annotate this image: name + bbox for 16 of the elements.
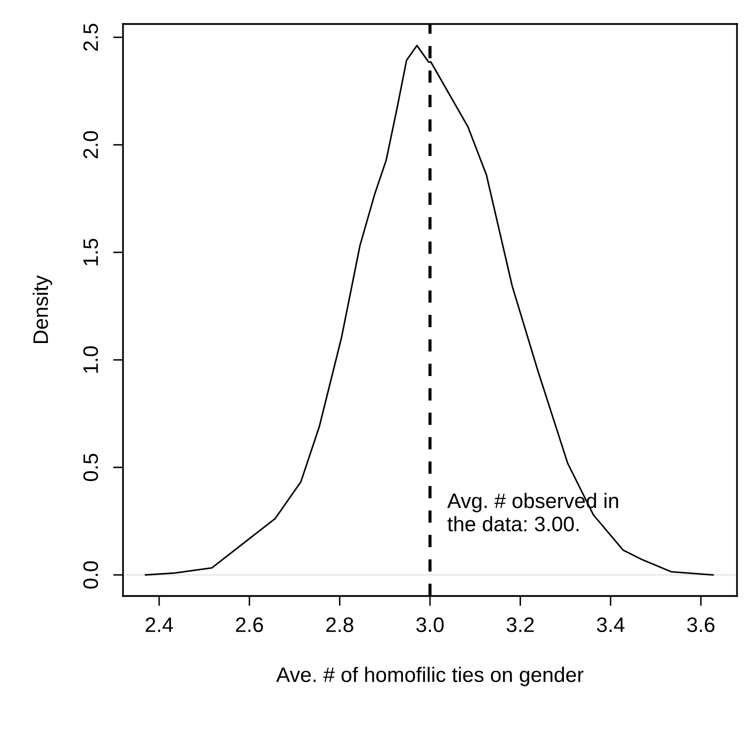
x-tick-label: 2.6 — [236, 617, 263, 632]
y-tick-label: 2.5 — [83, 24, 98, 51]
line-series — [144, 44, 714, 576]
x-tick-label: 3.0 — [416, 617, 444, 632]
x-tick-label: 3.6 — [687, 617, 714, 632]
y-tick-label: 1.5 — [84, 238, 98, 266]
x-tick-label: 2.4 — [146, 617, 173, 632]
y-tick-label: 1.0 — [83, 346, 98, 373]
x-tick-label: 3.4 — [596, 617, 624, 632]
x-tick-label: 3.2 — [506, 617, 534, 632]
y-axis-title: Density — [32, 275, 52, 344]
y-tick-label: 0.5 — [83, 454, 98, 482]
x-axis-title: Ave. # of homofilic ties on gender — [276, 666, 584, 686]
x-tick-label: 2.8 — [326, 617, 354, 632]
y-tick-label: 2.0 — [83, 131, 98, 158]
y-tick-label: 0.0 — [83, 561, 98, 589]
